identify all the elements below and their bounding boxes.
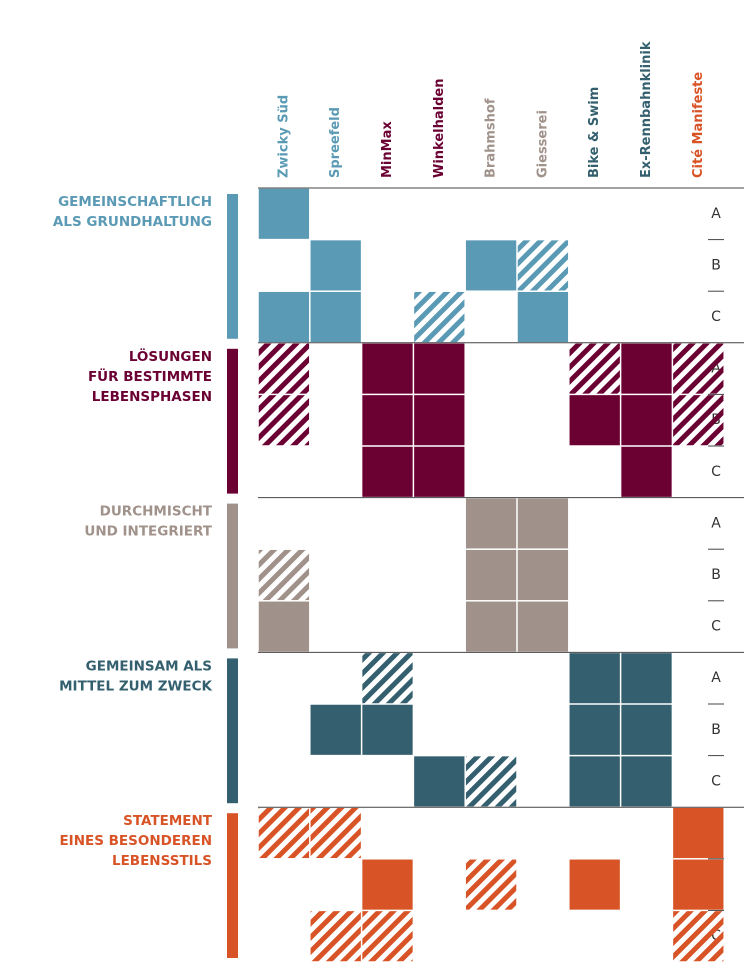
cell-full bbox=[258, 601, 310, 652]
cell-hatched bbox=[258, 549, 310, 601]
row-label: A bbox=[711, 515, 721, 531]
cell-hatched bbox=[465, 859, 517, 910]
group-label: EINES BESONDEREN bbox=[59, 833, 212, 849]
cell-hatched bbox=[310, 807, 361, 859]
group-label: LÖSUNGEN bbox=[129, 347, 212, 365]
cell-full bbox=[414, 343, 465, 394]
column-label: Giesserei bbox=[535, 110, 550, 178]
cell-hatched bbox=[258, 395, 310, 446]
cell-full bbox=[362, 704, 413, 755]
column-label: Bike & Swim bbox=[587, 87, 602, 178]
cell-hatched bbox=[362, 653, 413, 704]
column-label: Winkelhalden bbox=[432, 79, 447, 178]
cell-full bbox=[621, 395, 672, 446]
row-label: B bbox=[711, 257, 721, 273]
cell-full bbox=[517, 601, 569, 652]
cell-full bbox=[465, 549, 517, 601]
cell-hatched bbox=[673, 343, 724, 394]
group-label: DURCHMISCHT bbox=[100, 504, 213, 520]
cell-hatched bbox=[465, 756, 517, 807]
cell-full bbox=[673, 859, 724, 910]
cell-full bbox=[621, 653, 672, 704]
row-label: C bbox=[711, 619, 721, 635]
cell-full bbox=[310, 704, 361, 755]
cell-full bbox=[569, 859, 620, 910]
cell-full bbox=[258, 188, 310, 239]
row-label: C bbox=[711, 464, 721, 480]
cell-full bbox=[362, 395, 413, 446]
column-label: Cité Manifeste bbox=[691, 72, 706, 178]
cell-full bbox=[465, 498, 517, 549]
cell-full bbox=[569, 704, 620, 755]
cell-full bbox=[362, 859, 413, 910]
row-label: A bbox=[711, 206, 721, 222]
cell-full bbox=[569, 653, 620, 704]
cell-hatched bbox=[258, 343, 310, 394]
cell-full bbox=[414, 446, 465, 497]
group-label: UND INTEGRIERT bbox=[84, 524, 212, 540]
cell-full bbox=[310, 291, 361, 343]
cell-full bbox=[621, 343, 672, 394]
cell-full bbox=[517, 498, 569, 549]
cell-full bbox=[362, 446, 413, 497]
cell-full bbox=[362, 343, 413, 394]
cell-full bbox=[621, 756, 672, 807]
cell-hatched bbox=[414, 291, 465, 343]
cell-full bbox=[414, 756, 465, 807]
group-bar bbox=[227, 194, 238, 339]
cell-full bbox=[465, 240, 517, 291]
cell-full bbox=[517, 549, 569, 601]
row-label: B bbox=[711, 722, 721, 738]
cell-full bbox=[517, 291, 569, 343]
group-label: FÜR BESTIMMTE bbox=[88, 367, 212, 385]
column-label: Ex-Rennbahnklinik bbox=[639, 41, 654, 178]
cell-full bbox=[310, 240, 361, 291]
cell-full bbox=[621, 704, 672, 755]
group-label: MITTEL ZUM ZWECK bbox=[59, 678, 212, 694]
cell-full bbox=[673, 807, 724, 859]
cell-full bbox=[258, 291, 310, 343]
row-label: B bbox=[711, 567, 721, 583]
column-label: MinMax bbox=[380, 121, 395, 178]
group-label: ALS GRUNDHALTUNG bbox=[53, 214, 212, 230]
cell-full bbox=[569, 756, 620, 807]
row-label: C bbox=[711, 773, 721, 789]
cell-full bbox=[414, 395, 465, 446]
group-bar bbox=[227, 813, 238, 958]
column-label: Zwicky Süd bbox=[276, 95, 291, 178]
cell-full bbox=[569, 395, 620, 446]
cell-full bbox=[465, 601, 517, 652]
group-bar bbox=[227, 658, 238, 804]
row-label: C bbox=[711, 309, 721, 325]
cell-hatched bbox=[362, 911, 413, 962]
cell-hatched bbox=[569, 343, 620, 394]
cell-hatched bbox=[673, 911, 724, 962]
group-bar bbox=[227, 348, 238, 494]
cell-full bbox=[621, 446, 672, 497]
group-label: STATEMENT bbox=[123, 813, 213, 829]
group-label: GEMEINSAM ALS bbox=[86, 658, 212, 674]
cell-hatched bbox=[673, 395, 724, 446]
cell-hatched bbox=[517, 240, 569, 291]
group-label: LEBENSSTILS bbox=[112, 853, 212, 869]
cell-hatched bbox=[258, 807, 310, 859]
group-label: GEMEINSCHAFTLICH bbox=[58, 194, 212, 210]
group-bar bbox=[227, 503, 238, 649]
row-label: A bbox=[711, 670, 721, 686]
column-label: Brahmshof bbox=[484, 98, 499, 178]
cell-hatched bbox=[310, 911, 361, 962]
column-label: Spreefeld bbox=[328, 107, 343, 178]
group-label: LEBENSPHASEN bbox=[92, 389, 212, 405]
